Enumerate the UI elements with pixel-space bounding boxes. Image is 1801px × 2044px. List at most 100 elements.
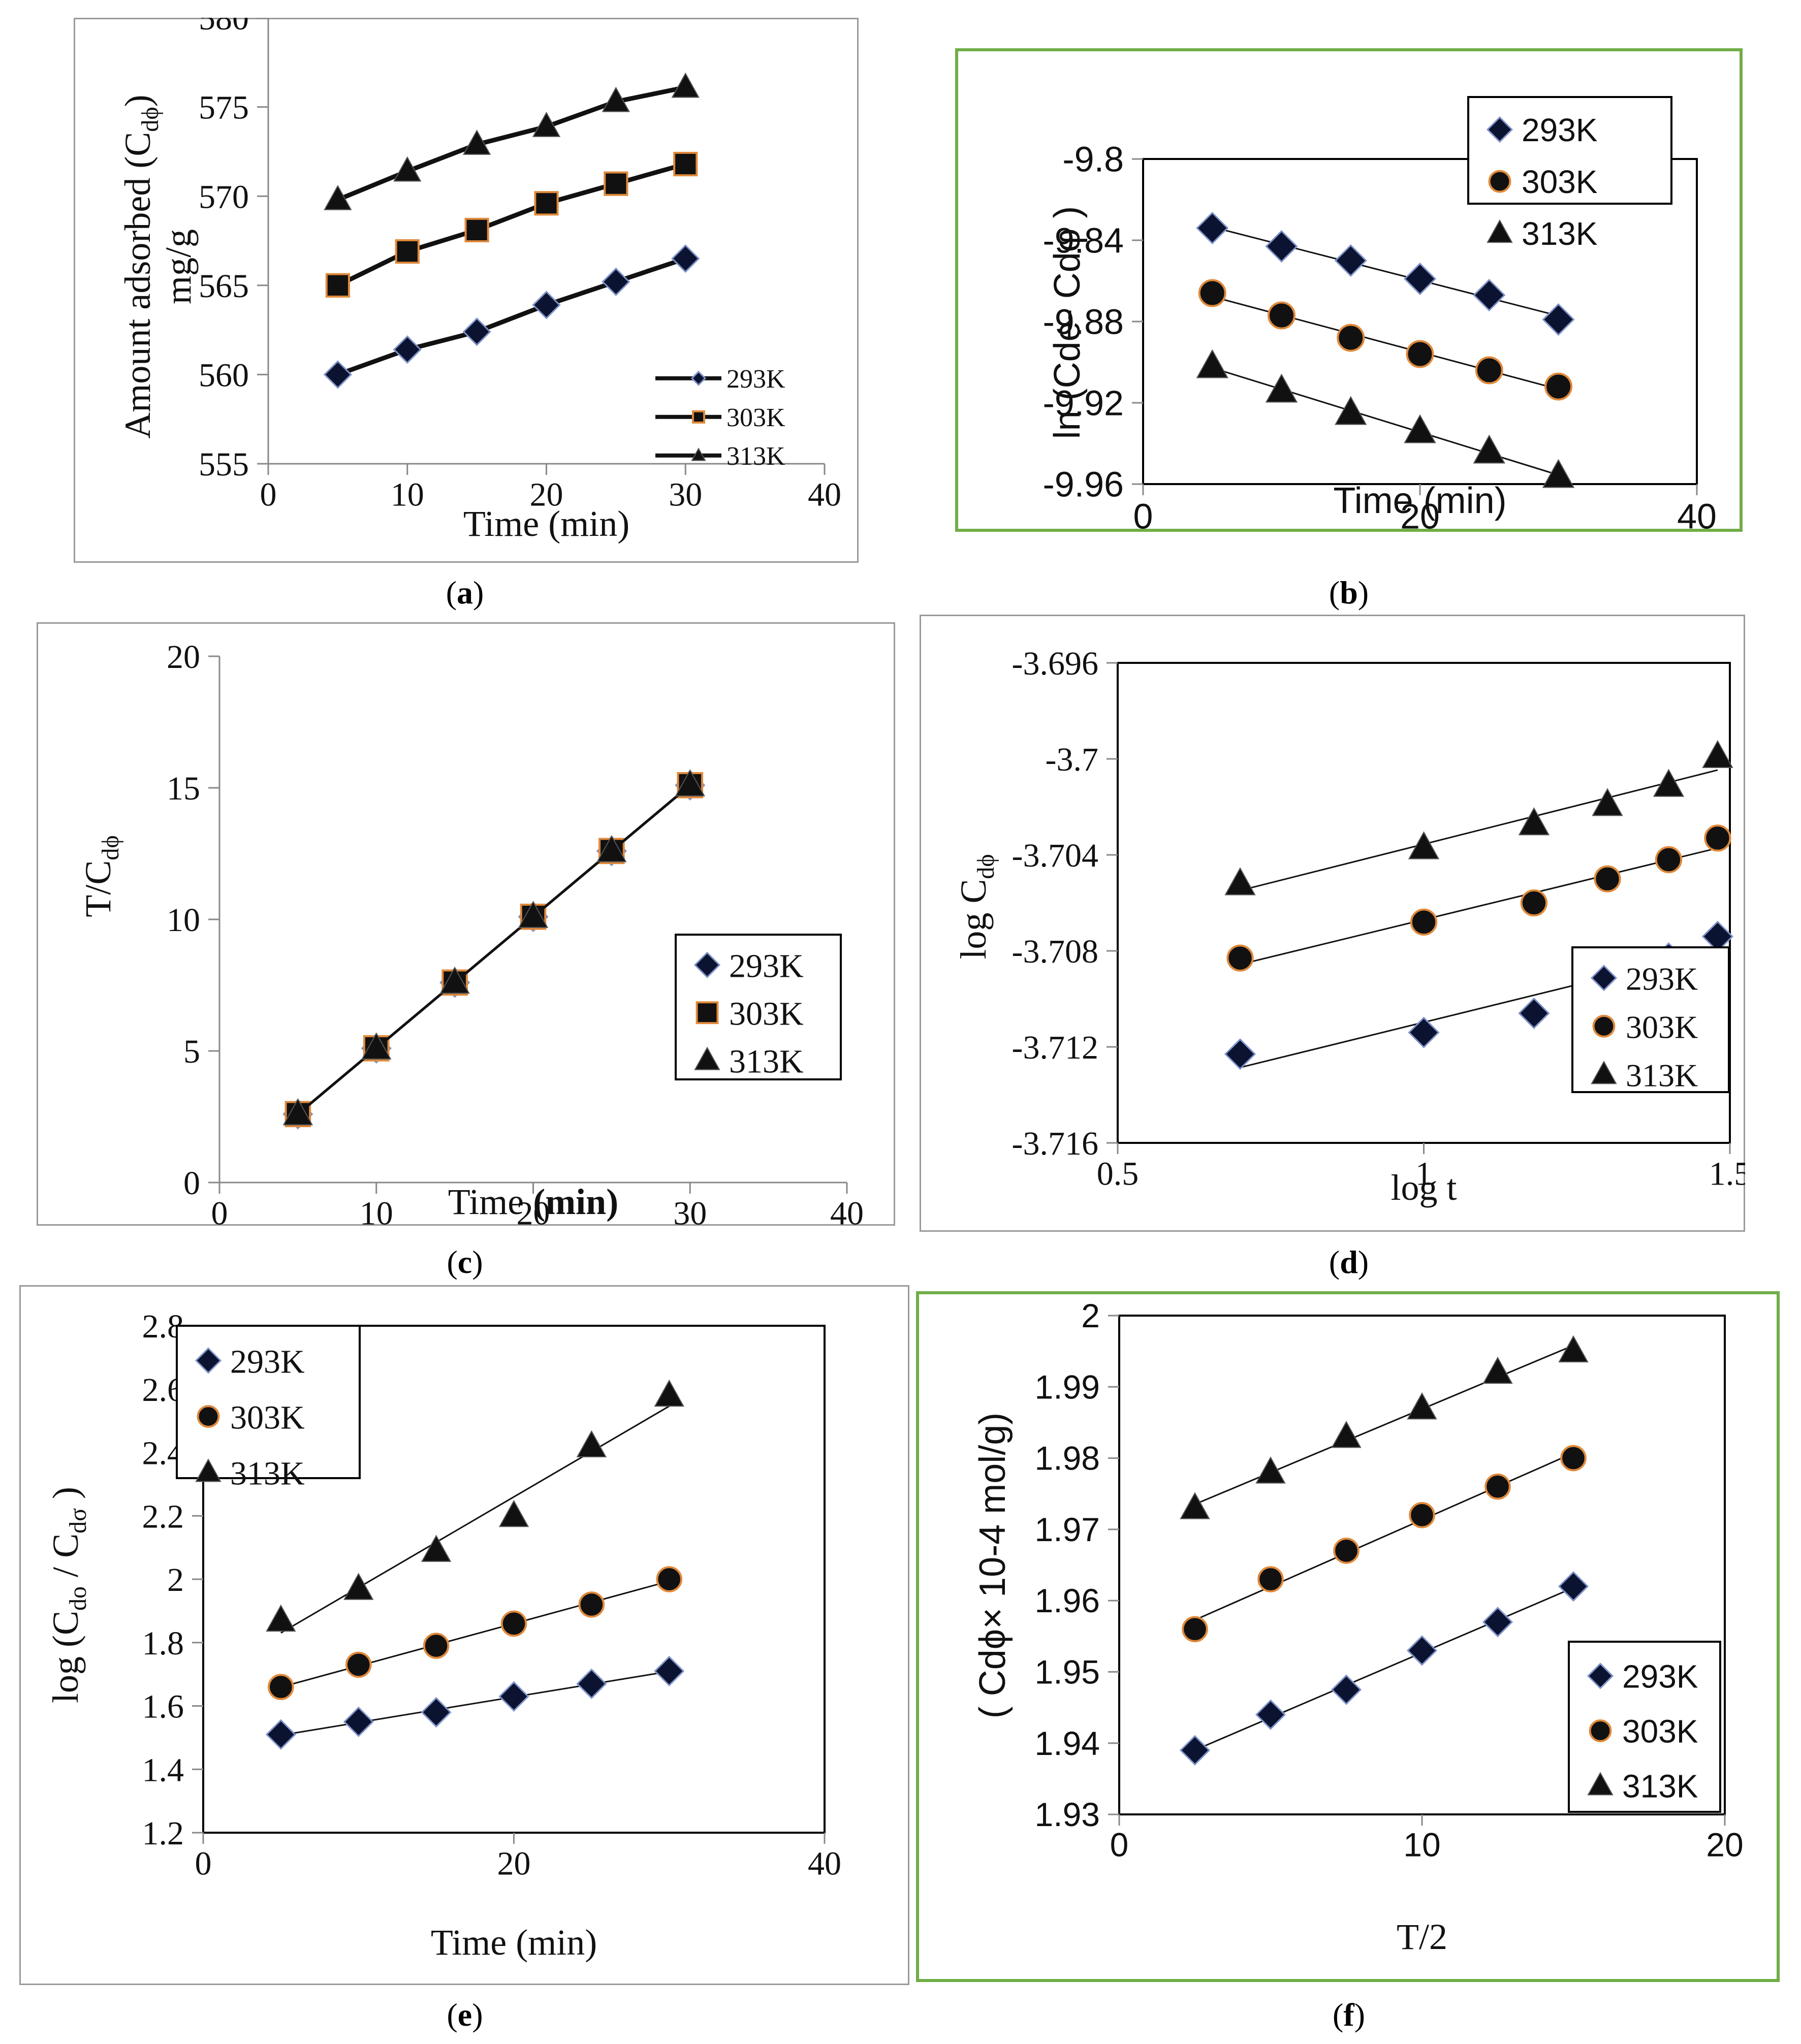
legend-marker-313K [1591, 1060, 1617, 1084]
y-tick-label: 570 [199, 178, 249, 215]
legend-marker-313K [1487, 219, 1513, 243]
svg-text:ln (Cde- Cdφ ): ln (Cde- Cdφ ) [1047, 206, 1088, 439]
legend-label: 293K [729, 947, 804, 984]
data-point-313K [1404, 414, 1436, 443]
y-tick-label: -3.708 [1012, 933, 1098, 970]
data-point-293K [671, 244, 700, 273]
data-point-313K [1180, 1492, 1210, 1519]
y-tick-label: 560 [199, 357, 249, 394]
data-point-313K [1196, 349, 1228, 378]
data-point-313K [1407, 1392, 1437, 1420]
data-point-313K [1653, 769, 1685, 797]
caption-f: (f) [1333, 1997, 1365, 2033]
data-point-293K [1403, 262, 1437, 296]
caption-e: (e) [447, 1997, 483, 2033]
x-tick-label: 20 [517, 1195, 550, 1226]
legend-label: 303K [1626, 1009, 1698, 1045]
data-point-303K [325, 273, 350, 298]
data-point-293K [654, 1655, 685, 1687]
legend-marker-313K [694, 1046, 720, 1070]
trendline-303K [280, 1580, 670, 1688]
data-point-293K [393, 335, 422, 364]
legend-marker-313K [195, 1458, 222, 1482]
data-point-313K [1592, 788, 1623, 816]
data-point-293K [498, 1681, 529, 1712]
svg-text:Amount adsorbed (Cdϕ): Amount adsorbed (Cdϕ) [117, 94, 164, 438]
legend-label: 303K [726, 403, 785, 432]
data-point-303K [1333, 1538, 1360, 1564]
y-tick-label: -9.96 [1042, 465, 1124, 504]
y-tick-label: 10 [167, 902, 200, 939]
legend-label: 313K [729, 1043, 804, 1080]
data-point-303K [1406, 340, 1434, 368]
data-point-293K [1331, 1674, 1362, 1705]
legend-label: 303K [729, 995, 804, 1032]
caption-b: (b) [1329, 574, 1369, 611]
series-line-313K [297, 784, 691, 1115]
x-tick-label: 40 [808, 1845, 841, 1882]
data-point-313K [654, 1379, 684, 1407]
data-point-293K [602, 267, 630, 296]
data-point-293K [1179, 1735, 1211, 1766]
data-point-293K [1558, 1571, 1589, 1602]
data-point-313K [343, 1573, 374, 1600]
legend-label: 303K [1522, 164, 1597, 200]
data-point-303K [1268, 301, 1296, 330]
y-tick-label: -3.716 [1012, 1125, 1098, 1162]
data-point-313K [675, 769, 705, 796]
x-axis-label: Time (min) [1333, 481, 1506, 521]
legend-marker-293K [195, 1347, 222, 1374]
data-point-313K [393, 156, 422, 182]
y-tick-label: 0 [183, 1165, 200, 1202]
data-point-313K [361, 1032, 392, 1060]
data-point-293K [1196, 211, 1229, 245]
y-tick-label: -9.88 [1042, 302, 1124, 342]
y-tick-label: -3.7 [1046, 741, 1098, 778]
y-tick-label: 1.93 [1035, 1796, 1100, 1833]
x-tick-label: 40 [830, 1195, 864, 1226]
data-point-313K [532, 111, 561, 137]
y-tick-label: -9.84 [1042, 221, 1124, 261]
data-point-303K [1409, 1502, 1435, 1528]
y-axis-label: Amount adsorbed (Cdϕ)mg/g [117, 94, 199, 438]
svg-text:log (Cdo / Cdσ ): log (Cdo / Cdσ ) [45, 1487, 91, 1703]
x-tick-label: 20 [530, 476, 563, 514]
y-axis-label: ( Cdϕ× 10-4 mol/g) [972, 1413, 1013, 1719]
data-point-303K [395, 239, 420, 264]
x-axis-label: log t [1391, 1167, 1457, 1208]
data-point-313K [1331, 1421, 1362, 1448]
y-tick-label: 2.2 [142, 1498, 184, 1535]
y-tick-label: 2 [167, 1561, 184, 1599]
data-point-313K [1473, 434, 1505, 464]
data-point-313K [1255, 1456, 1286, 1484]
x-tick-label: 10 [1403, 1826, 1440, 1864]
svg-text:mg/g: mg/g [158, 229, 199, 304]
data-point-293K [1408, 1016, 1440, 1048]
trendline-313K [1240, 769, 1718, 891]
data-point-303K [1257, 1566, 1284, 1592]
x-axis-label: T/2 [1397, 1917, 1447, 1957]
data-point-313K [1265, 373, 1298, 403]
trendline-313K [1212, 367, 1559, 476]
y-tick-label: 5 [183, 1033, 200, 1070]
legend-marker-293K [1590, 965, 1618, 992]
y-tick-label: 575 [199, 89, 249, 126]
data-point-303K [1560, 1445, 1587, 1472]
x-tick-label: 0 [260, 476, 277, 514]
x-tick-label: 40 [808, 476, 841, 514]
series-line-293K [337, 256, 686, 377]
legend-label: 293K [1522, 112, 1597, 148]
data-point-293K [576, 1668, 607, 1699]
x-tick-label: 1 [1415, 1156, 1432, 1193]
data-point-313K [439, 966, 470, 994]
legend-marker-293K [690, 370, 707, 386]
y-tick-label: 2 [1081, 1297, 1100, 1334]
x-tick-label: 0 [1110, 1826, 1129, 1864]
data-point-313K [1482, 1356, 1513, 1384]
panel-c-frame [37, 622, 895, 1226]
caption-a: (a) [446, 574, 484, 611]
x-tick-label: 30 [673, 1195, 707, 1226]
trendline-313K [280, 1406, 670, 1634]
x-axis-label: Time (min) [463, 503, 629, 544]
data-point-293K [265, 1719, 296, 1750]
